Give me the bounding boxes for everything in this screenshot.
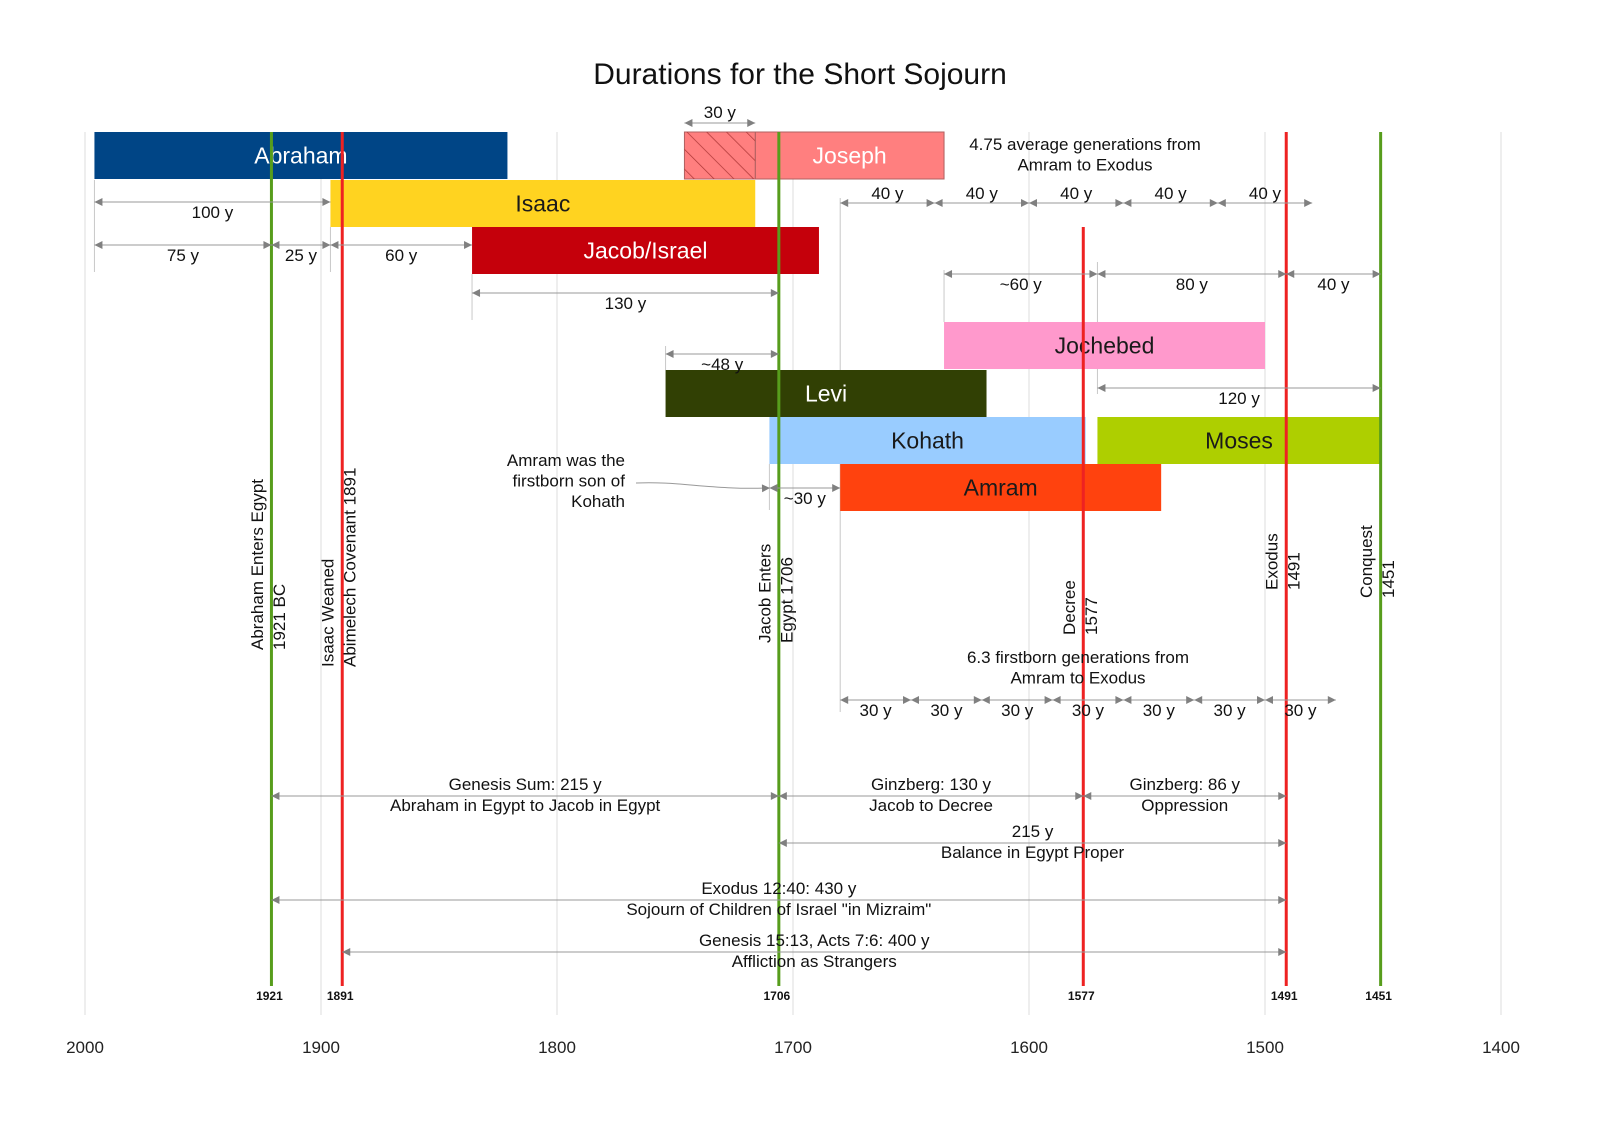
- event-label: 1491: [1285, 552, 1304, 590]
- span-label: 30 y: [860, 701, 893, 720]
- span-label: ~48 y: [701, 355, 744, 374]
- span-label: 40 y: [1155, 184, 1188, 203]
- span-label: 130 y: [605, 294, 647, 313]
- chart-title: Durations for the Short Sojourn: [593, 58, 1007, 91]
- annotation-layer: 4.75 average generations from Amram to Ex…: [507, 135, 1201, 688]
- annotation-amram_note: firstborn son of: [513, 472, 626, 491]
- annotation-gen475: Amram to Exodus: [1017, 156, 1152, 175]
- bar-joseph: [754, 131, 945, 180]
- span-label: 120 y: [1218, 389, 1260, 408]
- span-label: 30 y: [1214, 701, 1247, 720]
- x-tick-label: 2000: [66, 1038, 104, 1057]
- x-tick-label: 1500: [1246, 1038, 1284, 1057]
- span-label: Balance in Egypt Proper: [941, 843, 1125, 862]
- annotation-amram_note: Amram was the: [507, 451, 625, 470]
- span-arrows-layer: 30 y 100 y 75 y 25 y 60 y 130 y 40 y 40 y 40 y 40…: [94, 103, 1381, 971]
- x-tick-label: 1400: [1482, 1038, 1520, 1057]
- bar-joseph-hatch-pattern: [684, 132, 756, 179]
- span-label: 30 y: [1143, 701, 1176, 720]
- span-label: 30 y: [1284, 701, 1317, 720]
- event-year-label: 1706: [763, 989, 790, 1003]
- event-label: Decree: [1060, 580, 1079, 635]
- bar-label: Isaac: [515, 191, 570, 217]
- bar-levi: [665, 370, 987, 417]
- span-label: 25 y: [285, 246, 318, 265]
- bar-label: Abraham: [254, 143, 347, 169]
- bars-layer: Abraham Joseph Isaac Jacob/Israel Jochebed Le…: [94, 131, 1381, 511]
- span-label: 40 y: [1317, 275, 1350, 294]
- event-label: Abraham Enters Egypt: [248, 479, 267, 650]
- span-label: 215 y: [1012, 822, 1054, 841]
- span-label: Oppression: [1141, 796, 1228, 815]
- x-tick-label: 1900: [302, 1038, 340, 1057]
- annotation-connector: [635, 482, 771, 493]
- span-label: Genesis 15:13, Acts 7:6: 400 y: [699, 931, 930, 950]
- span-label: Ginzberg: 130 y: [871, 775, 992, 794]
- event-year-label: 1451: [1365, 989, 1392, 1003]
- span-label: 40 y: [1249, 184, 1282, 203]
- span-label: Exodus 12:40: 430 y: [701, 879, 857, 898]
- span-label: 80 y: [1176, 275, 1209, 294]
- span-label: 30 y: [1072, 701, 1105, 720]
- bar-label: Jochebed: [1055, 333, 1155, 359]
- bar-abraham: [94, 132, 508, 179]
- annotation-gen63: Amram to Exodus: [1010, 669, 1145, 688]
- span-label: 100 y: [192, 203, 234, 222]
- span-label: Affliction as Strangers: [732, 952, 897, 971]
- bar-label: Levi: [805, 381, 847, 407]
- span-label: 30 y: [930, 701, 963, 720]
- span-label: ~60 y: [1000, 275, 1043, 294]
- bar-isaac: [330, 180, 756, 227]
- span-label: Ginzberg: 86 y: [1129, 775, 1240, 794]
- bar-label: Amram: [964, 475, 1038, 501]
- event-year-label: 1491: [1271, 989, 1298, 1003]
- span-label: Abraham in Egypt to Jacob in Egypt: [390, 796, 661, 815]
- span-label: Jacob to Decree: [869, 796, 993, 815]
- event-label: Jacob Enters: [755, 544, 774, 643]
- x-tick-label: 1600: [1010, 1038, 1048, 1057]
- event-lines-layer: 1921 Abraham Enters Egypt 1921 BC 1891 Isaac…: [248, 132, 1398, 1003]
- bar-jacob-israel: [472, 227, 819, 274]
- span-label: 40 y: [871, 184, 904, 203]
- annotation-gen63: 6.3 firstborn generations from: [967, 648, 1189, 667]
- event-label: 1921 BC: [270, 584, 289, 650]
- event-year-label: 1921: [256, 989, 283, 1003]
- span-label: 60 y: [385, 246, 418, 265]
- span-label: 40 y: [966, 184, 999, 203]
- event-year-label: 1891: [327, 989, 354, 1003]
- bar-kohath: [769, 417, 1086, 464]
- bar-amram: [840, 464, 1162, 511]
- span-label: 40 y: [1060, 184, 1093, 203]
- annotation-gen475: 4.75 average generations from: [969, 135, 1201, 154]
- event-label: Conquest: [1357, 525, 1376, 598]
- bar-label: Joseph: [813, 143, 887, 169]
- event-label: Abimelech Covenant 1891: [341, 468, 360, 667]
- bar-label: Jacob/Israel: [583, 238, 707, 264]
- span-label: 30 y: [704, 103, 737, 122]
- event-label: Egypt 1706: [777, 557, 796, 643]
- grid-layer: [84, 132, 1502, 1015]
- bar-jochebed: [944, 322, 1265, 369]
- event-label: 1451: [1379, 560, 1398, 598]
- span-label: Genesis Sum: 215 y: [449, 775, 603, 794]
- event-label: Exodus: [1263, 533, 1282, 590]
- event-year-label: 1577: [1068, 989, 1095, 1003]
- bar-moses: [1097, 417, 1381, 464]
- event-label: 1577: [1082, 597, 1101, 635]
- x-tick-label: 1800: [538, 1038, 576, 1057]
- annotation-amram_note: Kohath: [571, 492, 625, 511]
- span-label: 75 y: [167, 246, 200, 265]
- x-tick-label: 1700: [774, 1038, 812, 1057]
- span-label: ~30 y: [784, 489, 827, 508]
- bar-label: Moses: [1205, 428, 1273, 454]
- bar-label: Kohath: [891, 428, 964, 454]
- span-label: Sojourn of Children of Israel "in Mizrai…: [626, 900, 931, 919]
- event-label: Isaac Weaned: [319, 559, 338, 667]
- span-label: 30 y: [1001, 701, 1034, 720]
- x-axis: 2000 1900 1800 1700 1600 1500 1400: [66, 1038, 1520, 1057]
